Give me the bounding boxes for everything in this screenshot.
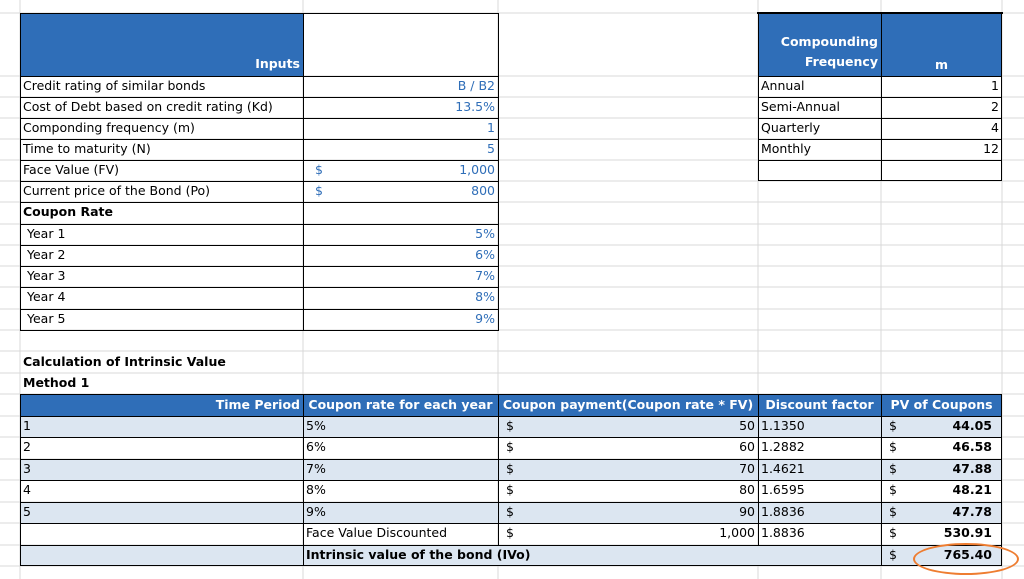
rate-cell[interactable]: 8%: [306, 482, 326, 497]
compounding-m-quarterly[interactable]: 4: [991, 120, 999, 135]
payment-cell[interactable]: 70: [739, 461, 755, 476]
input-label-credit-rating[interactable]: Credit rating of similar bonds: [23, 78, 206, 93]
payment-cell[interactable]: 60: [739, 439, 755, 454]
pv-cell[interactable]: 46.58: [952, 439, 992, 454]
compounding-label-annual[interactable]: Annual: [761, 78, 805, 93]
payment-cell[interactable]: 50: [739, 418, 755, 433]
pv-cell[interactable]: 44.05: [952, 418, 992, 433]
currency-cell: $: [506, 418, 514, 433]
factor-cell[interactable]: 1.8836: [761, 504, 805, 519]
pv-cell[interactable]: 47.88: [952, 461, 992, 476]
intrinsic-value-label[interactable]: Intrinsic value of the bond (IVo): [306, 547, 531, 562]
currency-cell: $: [506, 439, 514, 454]
pv-cell[interactable]: 48.21: [952, 482, 992, 497]
currency-cell: $: [506, 482, 514, 497]
period-cell[interactable]: 4: [23, 482, 31, 497]
inputs-header-cell: [20, 13, 303, 76]
input-label-time-to-maturity[interactable]: Time to maturity (N): [23, 141, 151, 156]
currency-cell: $: [506, 525, 514, 540]
row-band-5: [20, 502, 1002, 523]
header-coupon-payment: Coupon payment(Coupon rate * FV): [502, 397, 754, 412]
factor-cell[interactable]: 1.8836: [761, 525, 805, 540]
payment-cell[interactable]: 1,000: [719, 525, 755, 540]
coupon-year-3[interactable]: Year 3: [27, 268, 66, 283]
pv-currency-cell: $: [889, 482, 897, 497]
pv-currency-cell: $: [889, 547, 897, 562]
header-coupon-rate: Coupon rate for each year: [308, 397, 493, 412]
coupon-rate-year-4[interactable]: 8%: [475, 289, 495, 304]
compounding-m-semi-annual[interactable]: 2: [991, 99, 999, 114]
rate-cell[interactable]: 9%: [306, 504, 326, 519]
coupon-rate-label[interactable]: Coupon Rate: [23, 204, 113, 219]
input-currency-face-value: $: [315, 162, 323, 177]
rate-cell[interactable]: 5%: [306, 418, 326, 433]
input-label-cost-of-debt[interactable]: Cost of Debt based on credit rating (Kd): [23, 99, 273, 114]
row-band-3: [20, 459, 1002, 480]
row-band-total: [20, 545, 1002, 566]
period-cell[interactable]: 5: [23, 504, 31, 519]
compounding-m-header: m: [934, 57, 949, 72]
header-time-period: Time Period: [215, 397, 300, 412]
compounding-label-quarterly[interactable]: Quarterly: [761, 120, 821, 135]
coupon-rate-year-5[interactable]: 9%: [475, 311, 495, 326]
inputs-header-label: Inputs: [255, 56, 300, 71]
rate-cell[interactable]: 7%: [306, 461, 326, 476]
face-value-discounted-label[interactable]: Face Value Discounted: [306, 525, 448, 540]
coupon-rate-year-3[interactable]: 7%: [475, 268, 495, 283]
input-value-compounding-frequency[interactable]: 1: [487, 120, 495, 135]
compounding-label-monthly[interactable]: Monthly: [761, 141, 812, 156]
pv-currency-cell: $: [889, 439, 897, 454]
pv-currency-cell: $: [889, 461, 897, 476]
factor-cell[interactable]: 1.6595: [761, 482, 805, 497]
compounding-m-monthly[interactable]: 12: [983, 141, 999, 156]
coupon-year-2[interactable]: Year 2: [27, 247, 66, 262]
rate-cell[interactable]: 6%: [306, 439, 326, 454]
pv-cell[interactable]: 47.78: [952, 504, 992, 519]
currency-cell: $: [506, 504, 514, 519]
input-value-time-to-maturity[interactable]: 5: [487, 141, 495, 156]
pv-currency-cell: $: [889, 525, 897, 540]
compounding-m-annual[interactable]: 1: [991, 78, 999, 93]
pv-cell[interactable]: 530.91: [943, 525, 992, 540]
calc-title[interactable]: Calculation of Intrinsic Value: [23, 354, 226, 369]
coupon-rate-year-2[interactable]: 6%: [475, 247, 495, 262]
currency-cell: $: [506, 461, 514, 476]
header-discount-factor: Discount factor: [765, 397, 874, 412]
period-cell[interactable]: 2: [23, 439, 31, 454]
input-currency-current-price: $: [315, 183, 323, 198]
input-label-compounding-frequency[interactable]: Componding frequency (m): [23, 120, 195, 135]
input-value-credit-rating[interactable]: B / B2: [457, 78, 495, 93]
compounding-header-line2: Frequency: [804, 54, 878, 69]
compounding-header-line1: Compounding: [780, 34, 878, 49]
payment-cell[interactable]: 90: [739, 504, 755, 519]
input-label-face-value[interactable]: Face Value (FV): [23, 162, 120, 177]
input-value-cost-of-debt[interactable]: 13.5%: [455, 99, 495, 114]
input-value-current-price[interactable]: 800: [471, 183, 495, 198]
coupon-rate-year-1[interactable]: 5%: [475, 226, 495, 241]
compounding-label-semi-annual[interactable]: Semi-Annual: [761, 99, 840, 114]
period-cell[interactable]: 1: [23, 418, 31, 433]
factor-cell[interactable]: 1.1350: [761, 418, 805, 433]
calc-method[interactable]: Method 1: [23, 375, 90, 390]
calc-header-row: [20, 394, 1002, 416]
compounding-m-header-cell: [881, 13, 1002, 76]
factor-cell[interactable]: 1.2882: [761, 439, 805, 454]
period-cell[interactable]: 3: [23, 461, 31, 476]
payment-cell[interactable]: 80: [739, 482, 755, 497]
intrinsic-value-total[interactable]: 765.40: [943, 547, 992, 562]
compounding-header-cell: [758, 13, 881, 76]
coupon-year-4[interactable]: Year 4: [27, 289, 66, 304]
coupon-year-5[interactable]: Year 5: [27, 311, 66, 326]
factor-cell[interactable]: 1.4621: [761, 461, 805, 476]
row-band-1: [20, 416, 1002, 437]
header-pv-of-coupons: PV of Coupons: [890, 397, 993, 412]
input-label-current-price[interactable]: Current price of the Bond (Po): [23, 183, 211, 198]
input-value-face-value[interactable]: 1,000: [459, 162, 495, 177]
coupon-year-1[interactable]: Year 1: [27, 226, 66, 241]
pv-currency-cell: $: [889, 418, 897, 433]
pv-currency-cell: $: [889, 504, 897, 519]
